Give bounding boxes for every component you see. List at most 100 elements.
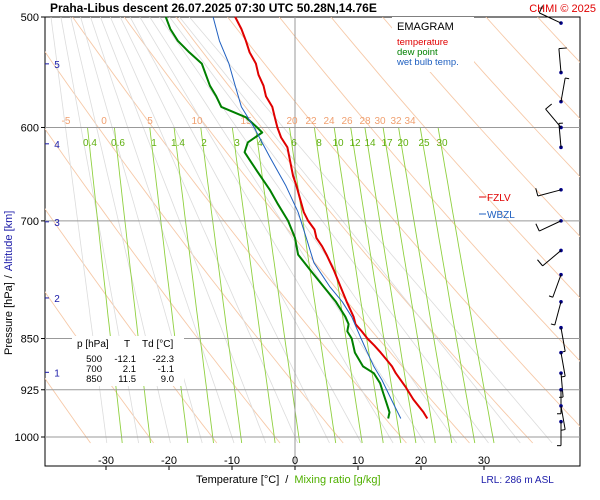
pressure-tick-label: 850 [21, 334, 39, 346]
mixing-ratio-line [437, 127, 495, 444]
legend-dew-point: dew point [397, 47, 438, 58]
pressure-tick-label: 500 [21, 12, 39, 24]
table-cell: -1.1 [158, 364, 174, 375]
wind-barb [537, 248, 563, 267]
wind-barb-flag [535, 223, 540, 232]
mixing-ratio-line [200, 127, 243, 444]
legend-title: EMAGRAM [397, 21, 454, 33]
mixing-ratio-line [419, 127, 476, 444]
wind-barb-staff [542, 250, 562, 267]
wbzl-label: WBZL [487, 210, 515, 221]
wind-barb-staff [560, 327, 566, 352]
wind-barb [559, 350, 566, 378]
table-cell: 2.1 [123, 364, 136, 375]
wind-barb-staff [554, 301, 562, 326]
chart-title: Praha-Libus descent 26.07.2025 07:30 UTC… [50, 1, 377, 15]
table-cell: 850 [86, 374, 102, 385]
profile-lines [164, 16, 429, 420]
x-axis-title: Temperature [°C] / Mixing ratio [g/kg] [196, 474, 381, 486]
wind-barb-flag [548, 295, 553, 298]
dry-adiabat-label: 34 [404, 116, 416, 127]
mixing-ratio-label: 20 [397, 138, 409, 149]
wind-barb [550, 299, 563, 326]
altitude-tick-label: 2 [54, 294, 60, 305]
dry-adiabat-labels: -5 0 5 10 15 20 22 24 26 28 30 32 34 [62, 116, 416, 127]
mixing-ratio-label: 30 [436, 138, 448, 149]
wind-barb [557, 387, 563, 415]
table-cell: 700 [86, 364, 102, 375]
x-tick-label: -10 [224, 455, 240, 467]
mixing-ratio-label: 8 [316, 138, 322, 149]
series-wet-bulb-temp [212, 16, 402, 419]
mixing-ratio-line [333, 127, 384, 444]
mixing-ratio-line [350, 127, 402, 444]
pressure-tick-label: 925 [21, 385, 39, 397]
x-axis-separator: / [285, 474, 289, 486]
dry-adiabat-label: 32 [390, 116, 402, 127]
wind-barb-flag [558, 47, 567, 50]
legend-temperature: temperature [397, 37, 448, 48]
mixing-ratio-line [231, 127, 276, 444]
altitude-tick-label: 5 [54, 60, 60, 71]
plot-area [44, 16, 581, 467]
wind-barb [559, 404, 566, 431]
dry-adiabat [330, 17, 580, 299]
dry-adiabat [382, 17, 580, 238]
copyright: CHMI © 2025 [529, 3, 596, 15]
table-cell: -12.1 [114, 354, 136, 365]
wind-barb [558, 122, 563, 150]
mixing-ratio-line [398, 127, 453, 444]
y-axis-altitude-label: Altitude [km] [3, 211, 15, 272]
x-axis-temperature-label: Temperature [°C] [196, 474, 279, 486]
wind-barb-flag [538, 5, 544, 14]
wind-barb-staff [560, 352, 566, 377]
wind-barb-flag [550, 323, 555, 326]
wind-barb-staff [558, 48, 562, 73]
y-axis-pressure-label: Pressure [hPa] [3, 282, 15, 355]
sounding-table: p [hPa] T Td [°C] 500 -12.1 -22.3 700 2.… [72, 336, 184, 386]
altitude-tick-label: 1 [54, 368, 60, 379]
wind-barb-staff [537, 189, 562, 197]
dry-adiabat [485, 17, 580, 120]
mixing-ratio-label: 1 [151, 138, 157, 149]
x-tick-label: 30 [478, 455, 490, 467]
mixing-ratio-label: 0.4 [83, 138, 97, 149]
wind-barb [548, 272, 563, 298]
mixing-ratio-label: 10 [332, 138, 344, 149]
table-cell: 11.5 [118, 374, 136, 385]
dry-adiabat-label: 26 [341, 116, 353, 127]
freezing-level-markers: FZLV WBZL [479, 193, 515, 221]
dry-adiabat-label: 20 [286, 116, 298, 127]
x-tick-label: 10 [352, 455, 364, 467]
wind-barb-staff [558, 123, 562, 148]
dry-adiabat [433, 17, 580, 178]
table-cell: 500 [86, 354, 102, 365]
mixing-ratio-label: 17 [381, 138, 393, 149]
dry-adiabat [278, 17, 580, 362]
y-axis-title: Pressure [hPa] / Altitude [km] [3, 211, 15, 355]
mixing-ratio-label: 14 [364, 138, 376, 149]
lrl-label: LRL: 286 m ASL [481, 475, 554, 486]
mixing-ratio-labels: 0.4 0.6 1 1.4 2 3 4 6 8 10 12 14 17 20 25 30 [83, 138, 448, 149]
fzlv-label: FZLV [487, 193, 511, 204]
pressure-tick-label: 600 [21, 122, 39, 134]
mixing-ratio-line [87, 127, 123, 444]
dry-adiabat-label: 24 [323, 116, 335, 127]
table-header-p: p [hPa] [77, 339, 109, 350]
mixing-ratio-label: 0.6 [111, 138, 125, 149]
wind-barb [557, 419, 563, 447]
table-cell: 9.0 [161, 374, 174, 385]
table-cell: -22.3 [152, 354, 174, 365]
altitude-tick-label: 4 [54, 140, 60, 151]
wind-barb [535, 219, 563, 232]
grid [45, 17, 580, 466]
dry-adiabat-label: 30 [374, 116, 386, 127]
wind-barb-flag [561, 375, 566, 378]
dry-adiabat-label: 28 [359, 116, 371, 127]
wind-barb-staff [560, 77, 566, 102]
wind-barb [535, 187, 563, 197]
mixing-ratio-label: 2 [201, 138, 207, 149]
x-tick-label: -30 [98, 455, 114, 467]
wind-barbs [535, 5, 570, 447]
